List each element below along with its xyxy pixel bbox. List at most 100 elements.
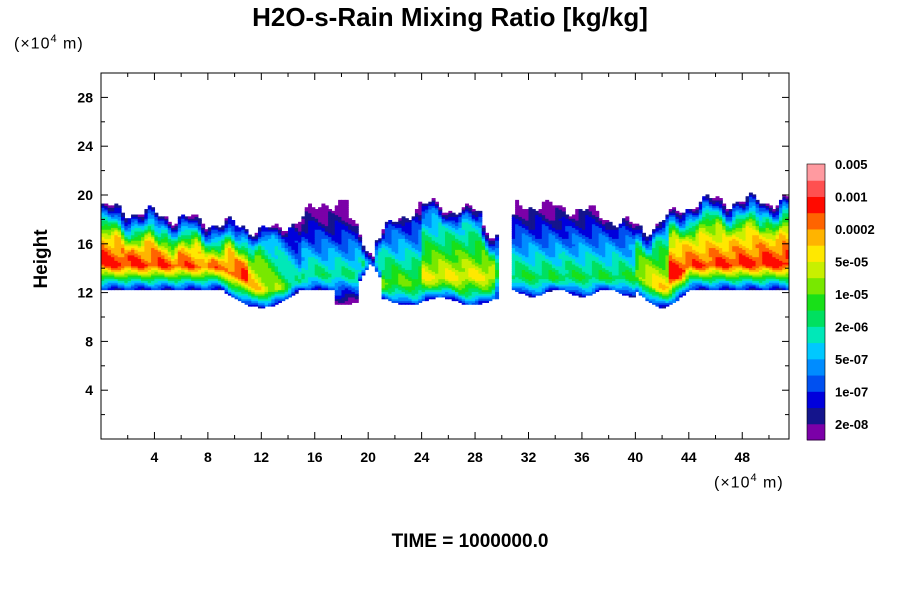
field-cell xyxy=(247,300,252,303)
field-cell xyxy=(278,280,282,283)
field-cell xyxy=(334,240,339,243)
field-cell xyxy=(247,260,252,263)
field-cell xyxy=(114,251,119,254)
field-cell xyxy=(298,240,302,243)
field-cell xyxy=(257,236,262,239)
field-cell xyxy=(254,240,259,243)
field-cell xyxy=(318,265,323,269)
field-cell xyxy=(141,274,146,278)
field-cell xyxy=(281,241,286,245)
field-cell xyxy=(281,262,286,265)
field-cell xyxy=(181,214,186,217)
field-cell xyxy=(191,254,196,258)
field-cell xyxy=(121,263,125,267)
field-cell xyxy=(207,232,212,236)
field-cell xyxy=(324,267,329,271)
field-cell xyxy=(251,262,256,265)
field-cell xyxy=(324,207,329,210)
field-cell xyxy=(334,220,339,223)
field-cell xyxy=(224,256,229,260)
field-cell xyxy=(227,247,232,250)
field-cell xyxy=(141,258,146,261)
field-cell xyxy=(144,251,149,254)
field-cell xyxy=(117,227,122,230)
field-cell xyxy=(294,254,299,258)
field-cell xyxy=(191,236,196,239)
field-cell xyxy=(318,254,323,258)
field-cell xyxy=(291,230,296,234)
field-cell xyxy=(314,214,319,217)
field-cell xyxy=(184,223,189,227)
field-cell xyxy=(181,269,186,272)
field-cell xyxy=(174,258,179,261)
field-cell xyxy=(164,230,169,234)
field-cell xyxy=(264,247,269,250)
field-cell xyxy=(288,271,292,274)
field-cell xyxy=(304,287,309,291)
field-cell xyxy=(244,258,249,261)
field-cell xyxy=(117,269,122,272)
field-cell xyxy=(174,252,179,256)
field-cell xyxy=(311,282,316,285)
field-cell xyxy=(191,262,196,265)
field-cell xyxy=(224,271,229,274)
field-cell xyxy=(177,258,182,261)
field-cell xyxy=(187,232,192,236)
field-cell xyxy=(318,229,323,232)
field-cell xyxy=(288,234,292,238)
field-cell xyxy=(107,229,112,232)
field-cell xyxy=(104,245,109,249)
field-cell xyxy=(187,221,192,225)
field-cell xyxy=(257,280,262,283)
field-cell xyxy=(234,229,239,232)
field-cell xyxy=(131,280,135,283)
field-cell xyxy=(261,267,266,271)
field-cell xyxy=(191,260,196,263)
field-cell xyxy=(257,296,262,300)
field-cell xyxy=(111,210,115,214)
field-cell xyxy=(111,256,115,260)
field-cell xyxy=(331,216,336,219)
field-cell xyxy=(117,212,122,216)
field-cell xyxy=(197,287,202,291)
field-cell xyxy=(117,284,122,287)
field-cell xyxy=(147,256,152,260)
field-cell xyxy=(187,238,192,241)
field-cell xyxy=(154,238,159,241)
field-cell xyxy=(334,218,339,221)
field-cell xyxy=(167,247,172,250)
field-cell xyxy=(111,276,115,280)
field-cell xyxy=(234,230,239,234)
field-cell xyxy=(324,260,329,263)
field-cell xyxy=(264,282,269,285)
field-cell xyxy=(111,220,115,223)
field-cell xyxy=(341,278,346,281)
field-cell xyxy=(311,260,316,263)
field-cell xyxy=(298,232,302,236)
field-cell xyxy=(181,220,186,223)
field-cell xyxy=(338,254,343,258)
field-cell xyxy=(261,236,266,239)
field-cell xyxy=(111,241,115,245)
field-cell xyxy=(351,220,356,223)
field-cell xyxy=(221,263,226,267)
field-cell xyxy=(254,289,259,292)
field-cell xyxy=(301,258,306,261)
field-cell xyxy=(111,240,115,243)
field-cell xyxy=(338,199,343,203)
field-cell xyxy=(271,236,276,239)
field-cell xyxy=(141,225,146,228)
field-cell xyxy=(264,243,269,247)
field-cell xyxy=(191,265,196,269)
field-cell xyxy=(184,285,189,289)
field-cell xyxy=(338,201,343,205)
field-cell xyxy=(127,280,132,283)
field-cell xyxy=(224,273,229,276)
field-cell xyxy=(181,258,186,261)
field-cell xyxy=(167,262,172,265)
field-cell xyxy=(274,260,279,263)
field-cell xyxy=(141,221,146,225)
field-cell xyxy=(134,236,139,239)
field-cell xyxy=(324,227,329,230)
field-cell xyxy=(247,280,252,283)
